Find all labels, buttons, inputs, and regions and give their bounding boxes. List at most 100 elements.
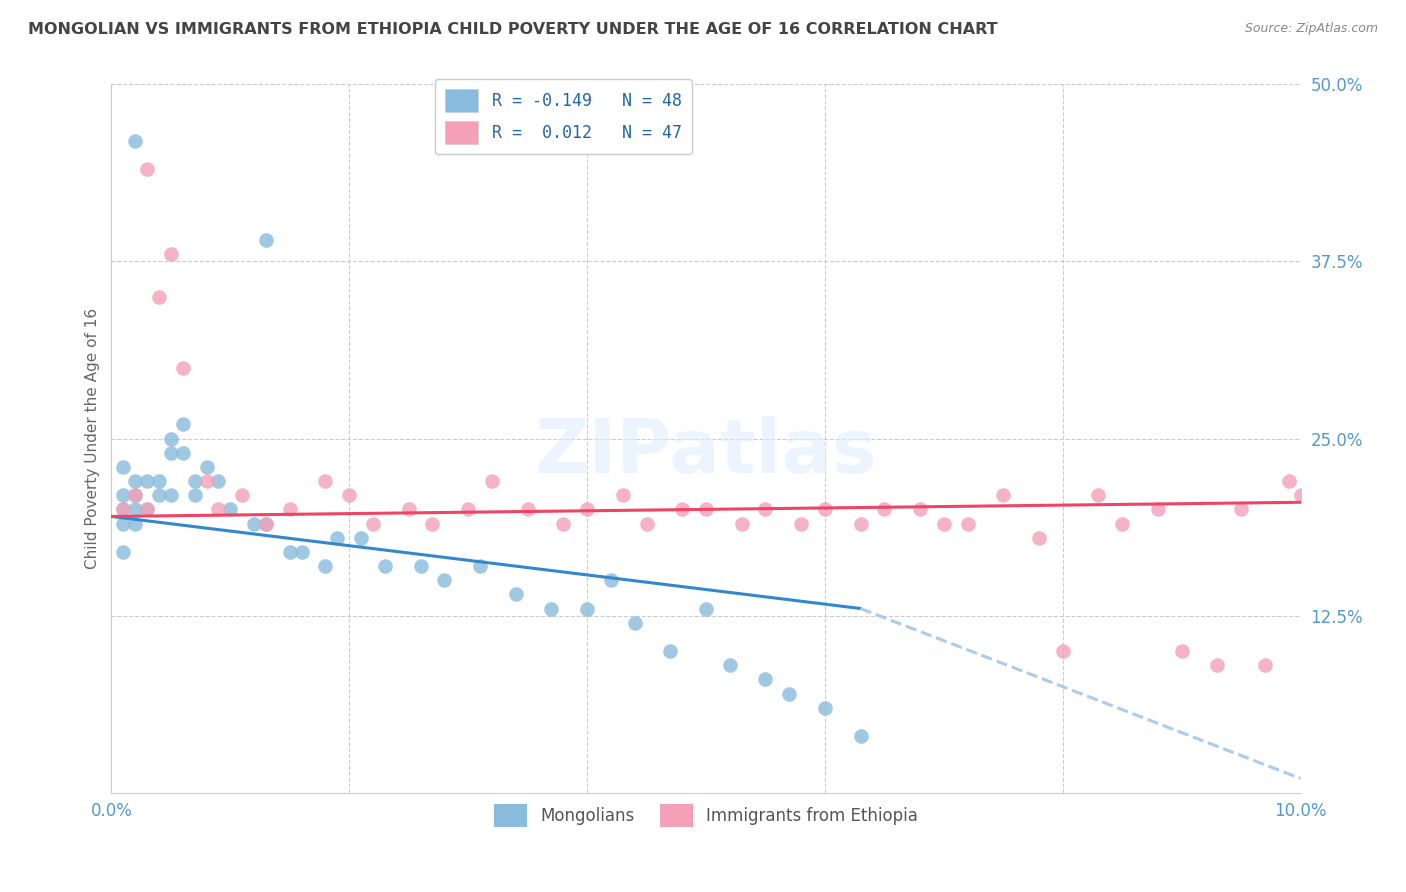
Point	[695, 601, 717, 615]
Point	[183, 474, 205, 488]
Point	[1052, 644, 1074, 658]
Text: MONGOLIAN VS IMMIGRANTS FROM ETHIOPIA CHILD POVERTY UNDER THE AGE OF 16 CORRELAT: MONGOLIAN VS IMMIGRANTS FROM ETHIOPIA CH…	[28, 22, 998, 37]
Legend: Mongolians, Immigrants from Ethiopia: Mongolians, Immigrants from Ethiopia	[486, 797, 925, 834]
Point	[361, 516, 384, 531]
Point	[278, 502, 301, 516]
Point	[1111, 516, 1133, 531]
Point	[409, 559, 432, 574]
Point	[314, 474, 336, 488]
Point	[254, 516, 277, 531]
Point	[659, 644, 682, 658]
Point	[636, 516, 658, 531]
Point	[993, 488, 1015, 502]
Point	[849, 516, 872, 531]
Point	[350, 531, 373, 545]
Point	[172, 417, 194, 432]
Point	[849, 729, 872, 743]
Point	[398, 502, 420, 516]
Point	[1087, 488, 1109, 502]
Point	[1230, 502, 1253, 516]
Text: Source: ZipAtlas.com: Source: ZipAtlas.com	[1244, 22, 1378, 36]
Point	[291, 545, 314, 559]
Point	[695, 502, 717, 516]
Point	[623, 615, 645, 630]
Point	[326, 531, 349, 545]
Point	[468, 559, 491, 574]
Point	[195, 459, 218, 474]
Point	[576, 502, 599, 516]
Point	[553, 516, 575, 531]
Point	[148, 474, 170, 488]
Text: ZIPatlas: ZIPatlas	[534, 417, 877, 489]
Point	[814, 700, 837, 714]
Point	[671, 502, 693, 516]
Point	[814, 502, 837, 516]
Point	[254, 233, 277, 247]
Point	[612, 488, 634, 502]
Point	[124, 516, 146, 531]
Point	[730, 516, 752, 531]
Point	[207, 474, 229, 488]
Point	[505, 587, 527, 601]
Point	[112, 488, 135, 502]
Point	[148, 290, 170, 304]
Point	[337, 488, 360, 502]
Point	[433, 573, 456, 587]
Point	[1206, 658, 1229, 673]
Point	[160, 446, 183, 460]
Point	[1278, 474, 1301, 488]
Point	[1170, 644, 1192, 658]
Point	[1146, 502, 1168, 516]
Point	[136, 474, 159, 488]
Point	[136, 502, 159, 516]
Point	[219, 502, 242, 516]
Point	[160, 488, 183, 502]
Point	[790, 516, 813, 531]
Point	[172, 446, 194, 460]
Point	[1254, 658, 1277, 673]
Point	[873, 502, 896, 516]
Point	[183, 488, 205, 502]
Point	[457, 502, 479, 516]
Point	[112, 502, 135, 516]
Point	[112, 459, 135, 474]
Point	[576, 601, 599, 615]
Point	[254, 516, 277, 531]
Point	[1289, 488, 1312, 502]
Point	[1028, 531, 1050, 545]
Y-axis label: Child Poverty Under the Age of 16: Child Poverty Under the Age of 16	[86, 308, 100, 569]
Point	[908, 502, 931, 516]
Point	[599, 573, 621, 587]
Point	[243, 516, 266, 531]
Point	[136, 502, 159, 516]
Point	[160, 247, 183, 261]
Point	[932, 516, 955, 531]
Point	[956, 516, 979, 531]
Point	[778, 686, 800, 700]
Point	[124, 488, 146, 502]
Point	[112, 516, 135, 531]
Point	[172, 360, 194, 375]
Point	[124, 488, 146, 502]
Point	[540, 601, 562, 615]
Point	[195, 474, 218, 488]
Point	[481, 474, 503, 488]
Point	[516, 502, 538, 516]
Point	[124, 474, 146, 488]
Point	[374, 559, 396, 574]
Point	[148, 488, 170, 502]
Point	[314, 559, 336, 574]
Point	[754, 673, 776, 687]
Point	[278, 545, 301, 559]
Point	[136, 162, 159, 177]
Point	[422, 516, 444, 531]
Point	[231, 488, 253, 502]
Point	[124, 502, 146, 516]
Point	[112, 545, 135, 559]
Point	[160, 432, 183, 446]
Point	[754, 502, 776, 516]
Point	[124, 134, 146, 148]
Point	[112, 502, 135, 516]
Point	[718, 658, 741, 673]
Point	[207, 502, 229, 516]
